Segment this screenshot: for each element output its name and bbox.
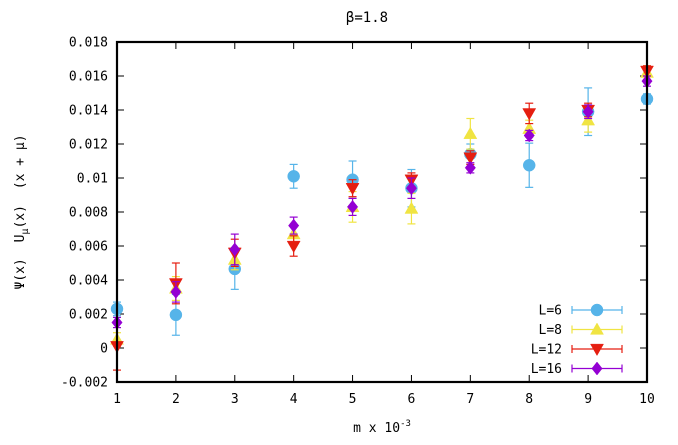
legend-item: L=16 xyxy=(531,361,623,377)
data-point xyxy=(581,113,596,126)
legend-marker xyxy=(590,322,604,335)
y-axis-label-mu: μ xyxy=(20,229,31,235)
y-axis-label-shift: (x + μ) xyxy=(13,134,28,189)
y-tick-label: 0.016 xyxy=(69,70,108,85)
x-axis: 1 2 3 4 5 6 7 8 9 10 xyxy=(113,42,655,407)
legend-item: L=12 xyxy=(531,343,623,358)
legend-item: L=6 xyxy=(539,303,623,319)
y-tick-label: -0.002 xyxy=(61,376,108,391)
y-axis-label-psi: Ψ(x) xyxy=(13,258,28,289)
x-axis-label-exponent: -3 xyxy=(400,419,411,429)
x-tick-label: 7 xyxy=(466,392,474,407)
data-point xyxy=(522,108,537,121)
legend-label: L=6 xyxy=(539,304,562,319)
data-point xyxy=(169,308,183,322)
legend: L=6 L=8 L=12 L=16 xyxy=(531,303,623,377)
x-tick-label: 9 xyxy=(584,392,592,407)
data-point xyxy=(286,240,301,254)
y-tick-label: 0.006 xyxy=(69,240,108,255)
y-axis-label-u: U xyxy=(13,235,28,243)
legend-item: L=8 xyxy=(539,322,623,338)
y-tick-label: 0.002 xyxy=(69,308,108,323)
x-tick-label: 8 xyxy=(525,392,533,407)
y-tick-label: 0.004 xyxy=(69,274,108,289)
y-tick-label: 0.012 xyxy=(69,138,108,153)
y-axis-label: Ψ(x) Uμ(x) (x + μ) xyxy=(13,134,31,289)
data-point xyxy=(288,218,300,233)
data-point xyxy=(347,199,359,214)
x-tick-label: 2 xyxy=(172,392,180,407)
legend-marker xyxy=(590,343,604,357)
data-point xyxy=(522,159,536,172)
legend-label: L=8 xyxy=(539,323,562,338)
plot-frame xyxy=(115,40,649,384)
x-axis-label: m x 10-3 xyxy=(353,419,411,436)
series-L=12 xyxy=(110,65,654,371)
data-point xyxy=(404,201,419,214)
legend-marker xyxy=(591,361,603,376)
y-tick-label: 0.018 xyxy=(69,36,108,51)
x-tick-label: 1 xyxy=(113,392,121,407)
y-axis: -0.002 0 0.002 0.004 0.006 0.008 0.01 0.012 0.01… xyxy=(61,36,647,391)
data-point xyxy=(287,170,300,183)
x-tick-label: 10 xyxy=(639,392,655,407)
data-point xyxy=(405,181,417,196)
x-tick-label: 5 xyxy=(349,392,357,407)
y-tick-label: 0.008 xyxy=(69,206,108,221)
series-L=6 xyxy=(110,87,654,336)
data-point xyxy=(523,128,535,143)
chart-title: β=1.8 xyxy=(346,10,388,26)
x-tick-label: 3 xyxy=(231,392,239,407)
legend-label: L=12 xyxy=(531,343,562,358)
data-point xyxy=(464,160,476,175)
data-point xyxy=(463,126,478,139)
y-axis-label-x: (x) xyxy=(13,205,28,228)
series-L=16 xyxy=(111,74,653,330)
x-tick-label: 6 xyxy=(408,392,416,407)
data-point xyxy=(170,284,182,299)
data-point xyxy=(582,104,594,119)
data-point xyxy=(229,242,241,257)
y-tick-label: 0 xyxy=(100,342,108,357)
data-point xyxy=(463,152,478,165)
legend-label: L=16 xyxy=(531,362,562,377)
plot-area xyxy=(110,65,654,371)
x-axis-label-base: m x 10 xyxy=(353,421,400,436)
data-point xyxy=(345,183,360,196)
y-tick-label: 0.014 xyxy=(69,104,108,119)
legend-marker xyxy=(590,303,604,317)
y-tick-label: 0.01 xyxy=(77,172,108,187)
series-L=8 xyxy=(110,65,654,347)
x-tick-label: 4 xyxy=(290,392,298,407)
